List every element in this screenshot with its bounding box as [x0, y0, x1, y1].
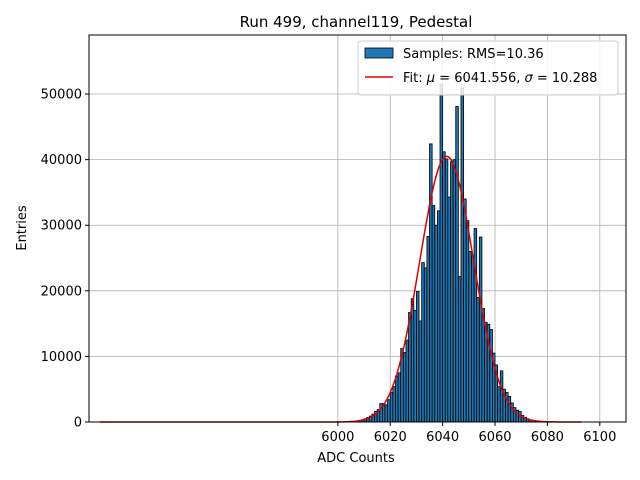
legend-fit-mu-symbol: μ [426, 71, 435, 86]
plot-frame [88, 34, 627, 423]
y-tick-label: 0 [74, 416, 82, 431]
y-tick-label: 50000 [41, 88, 82, 103]
legend-samples-swatch [364, 47, 394, 59]
legend-box [357, 40, 619, 96]
x-tick-label: 6020 [374, 430, 407, 445]
x-tick-label: 6060 [478, 430, 511, 445]
y-tick-label: 40000 [41, 153, 82, 168]
y-tick-label: 10000 [41, 350, 82, 365]
x-tick-label: 6100 [583, 430, 616, 445]
legend-fit-sigma-symbol: σ [525, 71, 534, 86]
x-tick-label: 6080 [531, 430, 564, 445]
legend-fit-mu-value: = 6041.556, [435, 71, 524, 86]
x-axis-label: ADC Counts [317, 451, 395, 466]
plot-area [89, 35, 626, 422]
x-axis-ticks: 6000 6020 6040 6060 6080 6100 [321, 422, 616, 445]
legend-samples-label: Samples: RMS=10.36 [403, 47, 544, 62]
y-tick-label: 30000 [41, 219, 82, 234]
x-tick-label: 6000 [321, 430, 354, 445]
y-axis-label: Entries [15, 205, 30, 251]
legend-fit-prefix: Fit: [403, 71, 427, 86]
legend-fit-sigma-value: = 10.288 [533, 71, 598, 86]
legend-fit-label: Fit: μ = 6041.556, σ = 10.288 [403, 71, 597, 86]
y-axis-ticks: 0 10000 20000 30000 40000 50000 [41, 88, 89, 431]
x-tick-label: 6040 [426, 430, 459, 445]
legend: Samples: RMS=10.36 Fit: μ = 6041.556, σ … [357, 40, 619, 96]
chart-title: Run 499, channel119, Pedestal [240, 13, 473, 31]
y-tick-label: 20000 [41, 284, 82, 299]
